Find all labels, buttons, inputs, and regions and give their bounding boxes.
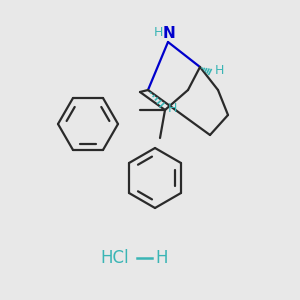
Text: H: H bbox=[167, 101, 177, 115]
Text: H: H bbox=[214, 64, 224, 77]
Text: H: H bbox=[153, 26, 163, 40]
Text: H: H bbox=[156, 249, 168, 267]
Text: N: N bbox=[163, 26, 176, 41]
Text: HCl: HCl bbox=[101, 249, 129, 267]
